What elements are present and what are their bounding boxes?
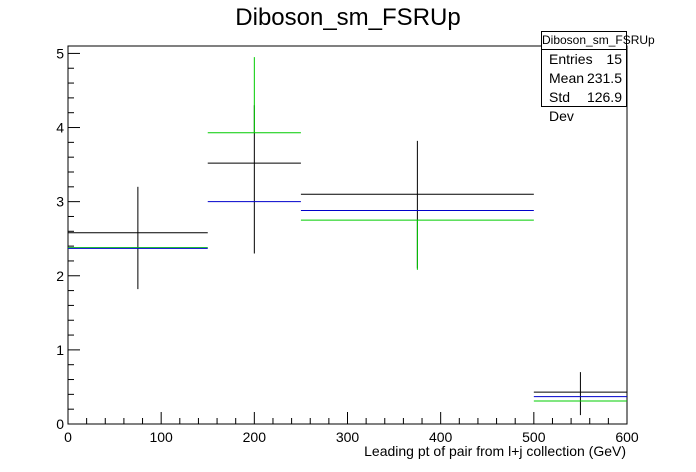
y-tick-label: 1: [56, 342, 64, 358]
data-point: [207, 57, 301, 134]
x-tick-label: 200: [243, 429, 267, 445]
chart-title: Diboson_sm_FSRUp: [235, 4, 461, 31]
data-point: [300, 219, 534, 270]
data-point: [68, 186, 208, 290]
stats-row-stddev: Std Dev 126.9: [542, 88, 626, 124]
x-tick-label: 400: [429, 429, 453, 445]
stats-box-title: Diboson_sm_FSRUp: [542, 32, 655, 50]
stats-row-mean: Mean 231.5: [542, 69, 626, 88]
stats-stddev-value: 126.9: [586, 89, 622, 105]
x-tick-label: 100: [149, 429, 173, 445]
y-tick-label: 5: [56, 45, 64, 61]
y-tick-label: 3: [56, 194, 64, 210]
x-tick-label: 500: [522, 429, 546, 445]
y-tick-label: 0: [56, 416, 64, 432]
stats-mean-value: 231.5: [586, 70, 622, 86]
stats-mean-label: Mean: [549, 70, 585, 86]
x-tick-label: 300: [336, 429, 360, 445]
y-tick-label: 2: [56, 268, 64, 284]
x-axis-label: Leading pt of pair from l+j collection (…: [364, 443, 626, 459]
stats-entries-value: 15: [606, 51, 622, 67]
stats-stddev-label: Std Dev: [549, 89, 574, 124]
stats-row-entries: Entries 15: [542, 50, 626, 69]
x-tick-label: 600: [615, 429, 639, 445]
stats-box: Diboson_sm_FSRUp Entries 15 Mean 231.5 S…: [541, 31, 655, 124]
stats-entries-label: Entries: [549, 51, 593, 67]
x-tick-label: 0: [64, 429, 72, 445]
data-point: [533, 372, 627, 416]
y-tick-label: 4: [56, 120, 64, 136]
